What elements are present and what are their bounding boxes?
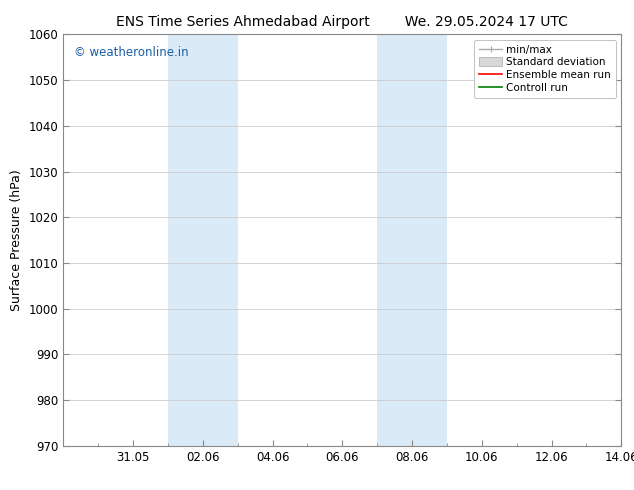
Bar: [168, 34, 238, 446]
Legend: min/max, Standard deviation, Ensemble mean run, Controll run: min/max, Standard deviation, Ensemble me…: [474, 40, 616, 98]
Title: ENS Time Series Ahmedabad Airport        We. 29.05.2024 17 UTC: ENS Time Series Ahmedabad Airport We. 29…: [117, 15, 568, 29]
Bar: [377, 34, 447, 446]
Y-axis label: Surface Pressure (hPa): Surface Pressure (hPa): [10, 169, 23, 311]
Text: © weatheronline.in: © weatheronline.in: [74, 46, 188, 59]
